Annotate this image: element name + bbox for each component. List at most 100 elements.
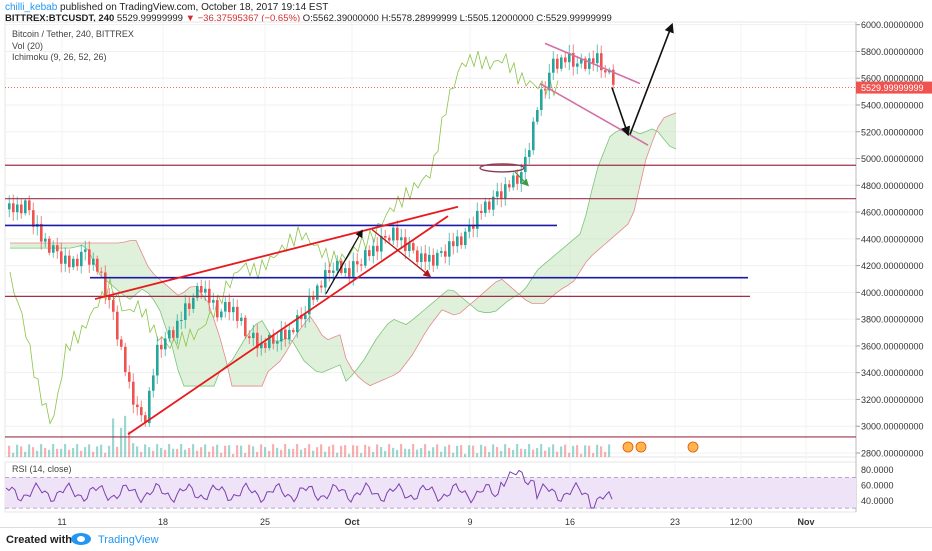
y-tick-label: 4600.00000000 bbox=[861, 208, 924, 218]
candle-body bbox=[80, 251, 83, 267]
volume-bar bbox=[312, 450, 315, 457]
candle-body bbox=[184, 303, 187, 321]
candle-body bbox=[176, 320, 179, 338]
candle-body bbox=[468, 225, 471, 232]
candle-body bbox=[120, 339, 123, 347]
volume-bar bbox=[516, 444, 519, 457]
volume-bar bbox=[56, 448, 59, 457]
legend-volume[interactable]: Vol (20) bbox=[12, 41, 44, 51]
candle-body bbox=[472, 225, 475, 229]
y-tick-label: 3200.00000000 bbox=[861, 395, 924, 405]
candle-body bbox=[32, 210, 35, 227]
volume-bar bbox=[364, 444, 367, 457]
candle-body bbox=[152, 375, 155, 391]
candle-body bbox=[84, 249, 87, 252]
volume-bar bbox=[508, 447, 511, 457]
candle-body bbox=[400, 237, 403, 241]
volume-bar bbox=[380, 447, 383, 457]
candle-body bbox=[232, 306, 235, 313]
volume-bar bbox=[136, 446, 139, 457]
volume-bar bbox=[412, 444, 415, 457]
candle-body bbox=[296, 315, 299, 333]
volume-bar bbox=[84, 447, 87, 457]
last-price: 5529.99999999 bbox=[116, 13, 183, 24]
volume-bar bbox=[264, 447, 267, 457]
candle-body bbox=[600, 53, 603, 71]
candle-body bbox=[324, 270, 327, 288]
volume-bar bbox=[252, 446, 255, 457]
last-price-label: 5529.99999999 bbox=[861, 83, 924, 93]
candle-body bbox=[220, 311, 223, 318]
candle-body bbox=[436, 252, 439, 266]
y-tick-label: 5800.00000000 bbox=[861, 47, 924, 57]
volume-bar bbox=[488, 451, 491, 457]
candle-body bbox=[420, 253, 423, 263]
rsi-tick-label: 80.0000 bbox=[861, 465, 894, 475]
volume-bar bbox=[112, 418, 115, 457]
volume-bar bbox=[64, 444, 67, 457]
volume-bar bbox=[572, 445, 575, 457]
volume-bar bbox=[72, 447, 75, 457]
candle-body bbox=[112, 300, 115, 312]
volume-bar bbox=[292, 448, 295, 457]
y-tick-label: 4800.00000000 bbox=[861, 181, 924, 191]
candle-body bbox=[464, 231, 467, 246]
legend-ichimoku[interactable]: Ichimoku (9, 26, 52, 26) bbox=[12, 52, 107, 62]
y-tick-label: 6000.00000000 bbox=[861, 20, 924, 30]
volume-bar bbox=[340, 445, 343, 457]
candle-body bbox=[476, 210, 479, 229]
volume-bar bbox=[420, 448, 423, 457]
tradingview-brand[interactable]: TradingView bbox=[98, 534, 159, 546]
candle-body bbox=[364, 250, 367, 266]
volume-bar bbox=[456, 445, 459, 457]
candle-body bbox=[12, 203, 15, 213]
volume-bar bbox=[36, 450, 39, 457]
volume-bar bbox=[336, 452, 339, 457]
volume-bar bbox=[208, 451, 211, 457]
volume-bar bbox=[472, 445, 475, 457]
volume-bar bbox=[160, 447, 163, 457]
volume-bar bbox=[256, 451, 259, 457]
volume-bar bbox=[348, 453, 351, 457]
volume-bar bbox=[60, 448, 63, 457]
author-name[interactable]: chilli_kebab bbox=[5, 2, 58, 13]
volume-bar bbox=[536, 448, 539, 457]
candle-body bbox=[140, 407, 143, 416]
y-tick-label: 3000.00000000 bbox=[861, 422, 924, 432]
candle-body bbox=[268, 335, 271, 349]
volume-bar bbox=[284, 444, 287, 457]
volume-bar bbox=[480, 444, 483, 457]
candle-body bbox=[276, 341, 279, 344]
volume-bar bbox=[52, 444, 55, 457]
volume-bar bbox=[388, 444, 391, 457]
volume-bar bbox=[120, 427, 123, 457]
candle-body bbox=[44, 238, 47, 242]
candle-body bbox=[168, 330, 171, 339]
candle-body bbox=[212, 300, 215, 303]
candle-body bbox=[100, 271, 103, 273]
candle-body bbox=[368, 250, 371, 257]
volume-bar bbox=[316, 447, 319, 457]
candle-body bbox=[208, 288, 211, 303]
y-tick-label: 2800.00000000 bbox=[861, 448, 924, 458]
candle-body bbox=[484, 201, 487, 213]
volume-bar bbox=[108, 445, 111, 457]
x-tick-label: 18 bbox=[158, 517, 168, 527]
legend-rsi[interactable]: RSI (14, close) bbox=[12, 464, 72, 474]
volume-bar bbox=[396, 449, 399, 457]
candle-body bbox=[228, 302, 231, 313]
volume-bar bbox=[392, 447, 395, 457]
volume-bar bbox=[548, 447, 551, 457]
candle-body bbox=[264, 342, 267, 349]
candle-body bbox=[544, 89, 547, 91]
volume-bar bbox=[200, 447, 203, 457]
volume-bar bbox=[544, 450, 547, 457]
y-tick-label: 5200.00000000 bbox=[861, 127, 924, 137]
candle-body bbox=[20, 204, 23, 214]
volume-bar bbox=[148, 447, 151, 457]
candle-body bbox=[304, 314, 307, 320]
volume-bar bbox=[172, 448, 175, 457]
volume-bar bbox=[40, 444, 43, 457]
flag-upper-line bbox=[544, 42, 641, 85]
